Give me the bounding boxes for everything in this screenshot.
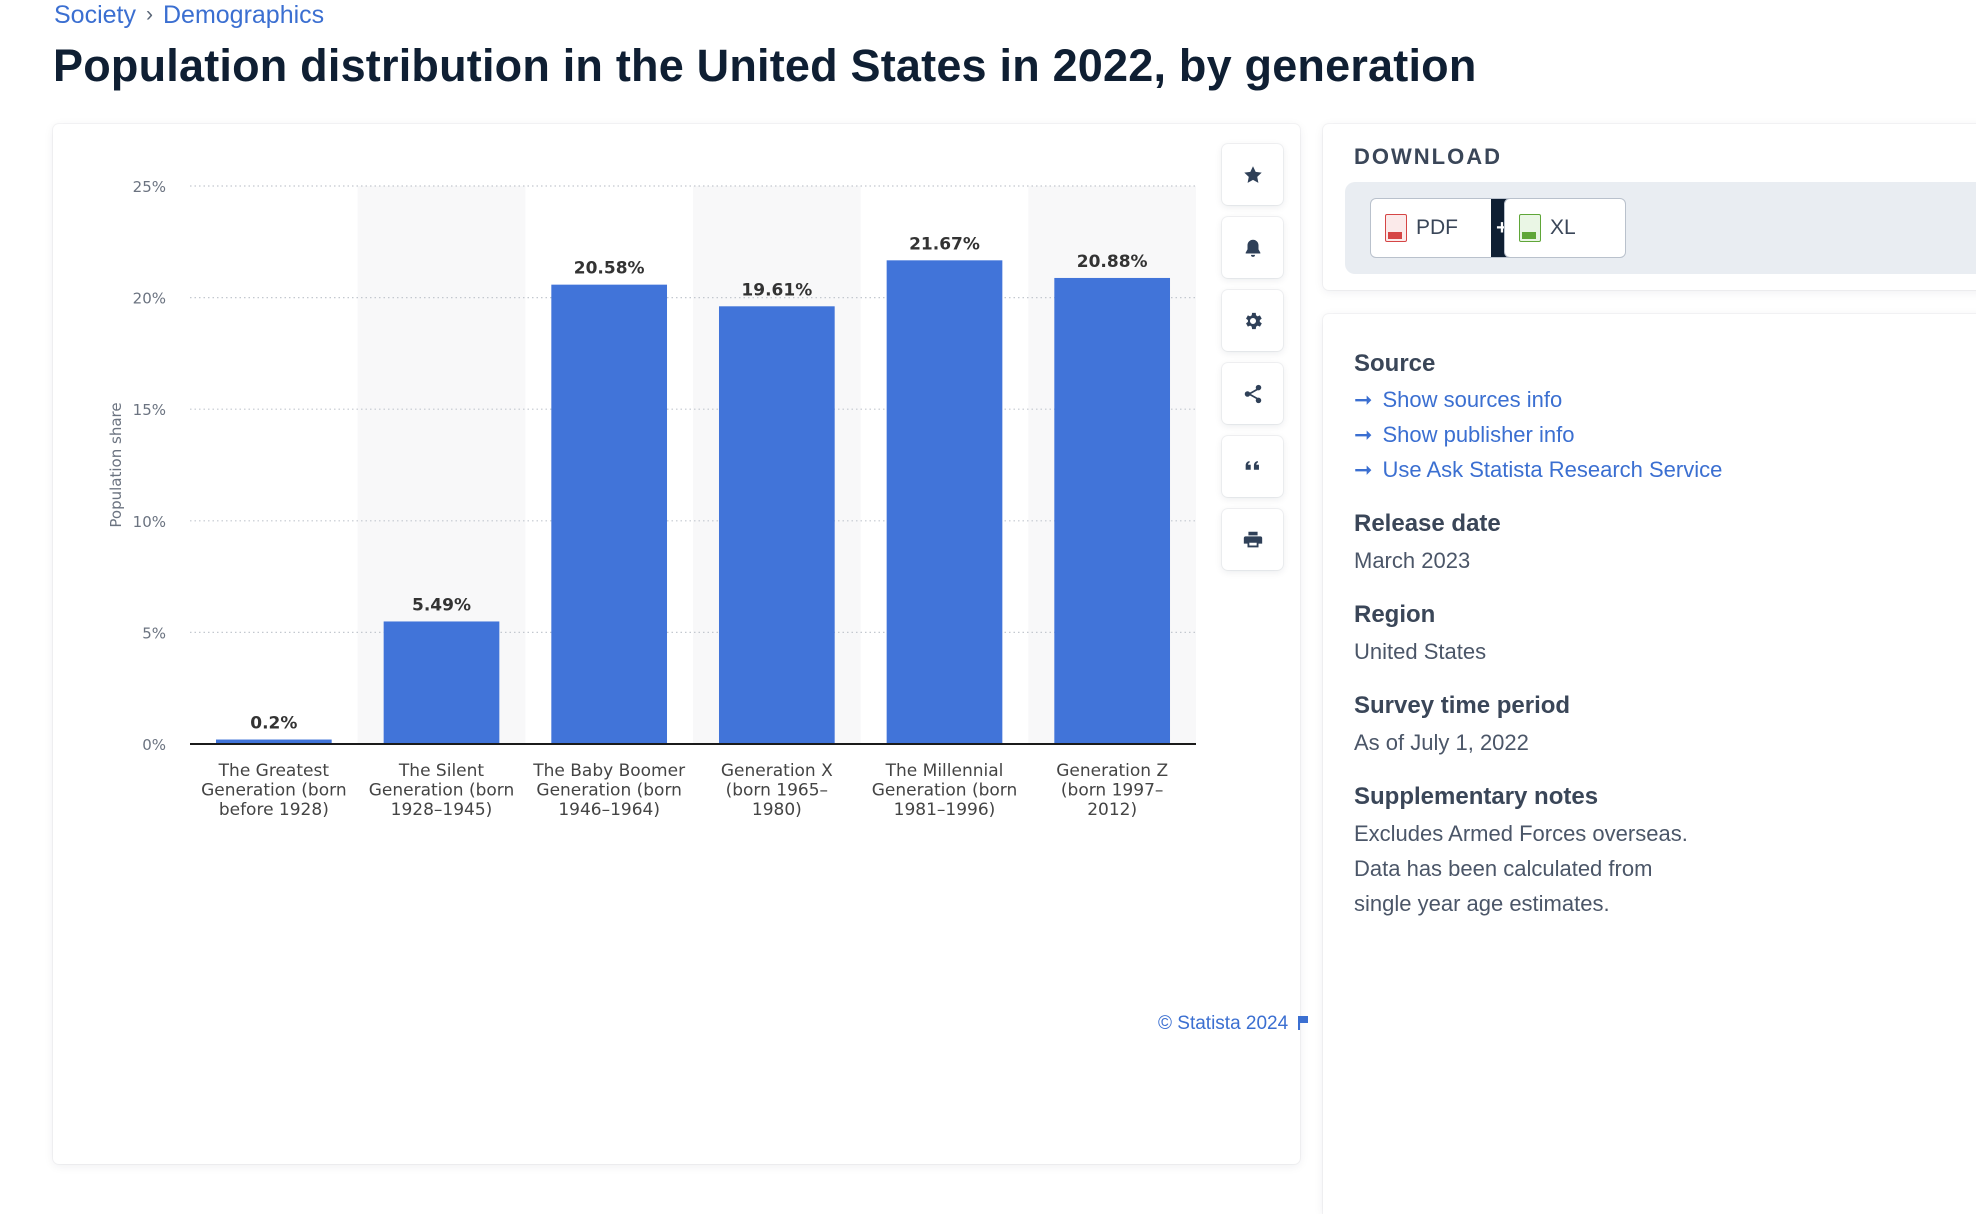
x-tick-label-line: Generation (born [872,781,1018,801]
download-panel: DOWNLOAD PDF + XL [1323,124,1976,290]
breadcrumb-demographics-link[interactable]: Demographics [162,0,325,29]
x-tick-label-line: (born 1997– [1061,781,1163,801]
bell-icon [1245,239,1260,257]
release-date-label: Release date [1354,510,1501,537]
bar-chart: 0% 5% 10% 15% 20% 25% Population share 0.2% The … [107,178,1196,820]
release-date-value: March 2023 [1354,548,1471,573]
favorite-button[interactable] [1222,144,1283,205]
bar [1054,277,1171,744]
quote-icon [1245,460,1259,470]
x-tick-label-line: 1980) [752,800,802,820]
x-tick-label: Generation Z (born 1997– 2012) [1056,761,1168,820]
supplementary-note-line: Data has been calculated from [1354,856,1653,881]
y-tick-label: 10% [133,513,166,531]
show-publisher-link[interactable]: ➞ Show publisher info [1354,422,1976,448]
xls-file-icon [1519,214,1541,242]
breadcrumb-society-link[interactable]: Society [54,0,136,29]
show-sources-text: Show sources info [1382,387,1563,412]
survey-period-label: Survey time period [1354,692,1571,719]
x-tick-label-line: Generation (born [201,781,347,801]
y-tick-label: 15% [133,401,166,419]
ask-statista-text: Use Ask Statista Research Service [1382,457,1723,482]
cite-button[interactable] [1222,436,1283,497]
supplementary-notes-label: Supplementary notes [1354,783,1599,810]
bar [383,621,500,744]
breadcrumb-separator: › [145,3,153,26]
x-tick-label-line: Generation (born [369,781,515,801]
download-title: DOWNLOAD [1354,144,1502,169]
x-tick-label-line: The Baby Boomer [532,761,685,781]
xls-label: XL [1550,216,1576,239]
data-label: 5.49% [412,595,471,615]
y-tick-label: 25% [133,178,166,196]
y-axis-label: Population share [107,402,125,527]
x-tick-label: Generation X (born 1965– 1980) [721,761,833,820]
bar [551,284,668,744]
y-tick-label: 20% [133,290,166,308]
show-publisher-text: Show publisher info [1382,422,1575,447]
x-tick-label-line: The Millennial [885,761,1004,781]
y-tick-label: 0% [142,736,166,754]
supplementary-note-line: Excludes Armed Forces overseas. [1354,821,1688,846]
ask-statista-link[interactable]: ➞ Use Ask Statista Research Service [1354,457,1976,483]
x-tick-label-line: The Silent [398,761,484,781]
flag-icon [1298,1016,1309,1030]
x-tick-label-line: 2012) [1087,800,1137,820]
data-label: 21.67% [909,234,980,254]
data-label: 20.88% [1077,252,1148,272]
x-tick-label-line: 1981–1996) [894,800,996,820]
arrow-right-icon: ➞ [1354,387,1373,412]
download-xls-button[interactable]: XL [1504,198,1626,258]
supplementary-note-line: single year age estimates. [1354,891,1610,916]
gear-icon [1245,312,1262,329]
x-tick-label-line: (born 1965– [726,781,828,801]
credit-text: © Statista 2024 [1158,1013,1289,1034]
x-tick-label-line: The Greatest [218,761,330,781]
x-tick-label-line: Generation X [721,761,833,781]
arrow-right-icon: ➞ [1354,422,1373,447]
pdf-label: PDF [1416,216,1458,239]
bar [215,739,332,744]
source-label: Source [1354,350,1436,377]
bar [718,306,835,744]
x-tick-label-line: 1928–1945) [391,800,493,820]
star-icon [1243,165,1262,183]
notification-button[interactable] [1222,217,1283,278]
statistic-info-panel: Source ➞ Show sources info ➞ Show publishe… [1323,314,1976,1214]
settings-button[interactable] [1222,290,1283,351]
x-tick-label-line: before 1928) [219,800,329,820]
x-tick-label: The Silent Generation (born 1928–1945) [369,761,515,820]
bar [886,260,1003,744]
share-button[interactable] [1222,363,1283,424]
download-pdf-button[interactable]: PDF + [1370,198,1514,258]
share-icon [1244,384,1261,403]
x-tick-label: The Baby Boomer Generation (born 1946–1964… [532,761,685,820]
statista-credit[interactable]: © Statista 2024 [1158,1013,1309,1035]
show-sources-link[interactable]: ➞ Show sources info [1354,387,1976,413]
x-tick-label-line: Generation Z [1056,761,1168,781]
download-tray: PDF + XL [1345,182,1976,274]
region-value: United States [1354,639,1487,664]
data-label: 19.61% [741,280,812,300]
x-tick-label-line: 1946–1964) [558,800,660,820]
printer-icon [1243,531,1262,547]
breadcrumb: Society › Demographics [54,0,324,30]
data-label: 20.58% [574,259,645,279]
y-tick-label: 5% [142,624,166,642]
arrow-right-icon: ➞ [1354,457,1373,482]
chart-card: 0% 5% 10% 15% 20% 25% Population share 0.2% The … [53,124,1309,1164]
page-title: Population distribution in the United St… [53,40,1477,91]
chart-toolbar [1222,144,1283,582]
survey-period-value: As of July 1, 2022 [1354,730,1529,755]
print-button[interactable] [1222,509,1283,570]
x-tick-label-line: Generation (born [536,781,682,801]
data-label: 0.2% [250,714,297,734]
region-label: Region [1354,601,1436,628]
x-tick-label: The Millennial Generation (born 1981–1996) [872,761,1018,820]
pdf-file-icon [1385,214,1407,242]
x-tick-label: The Greatest Generation (born before 1928) [201,761,347,820]
